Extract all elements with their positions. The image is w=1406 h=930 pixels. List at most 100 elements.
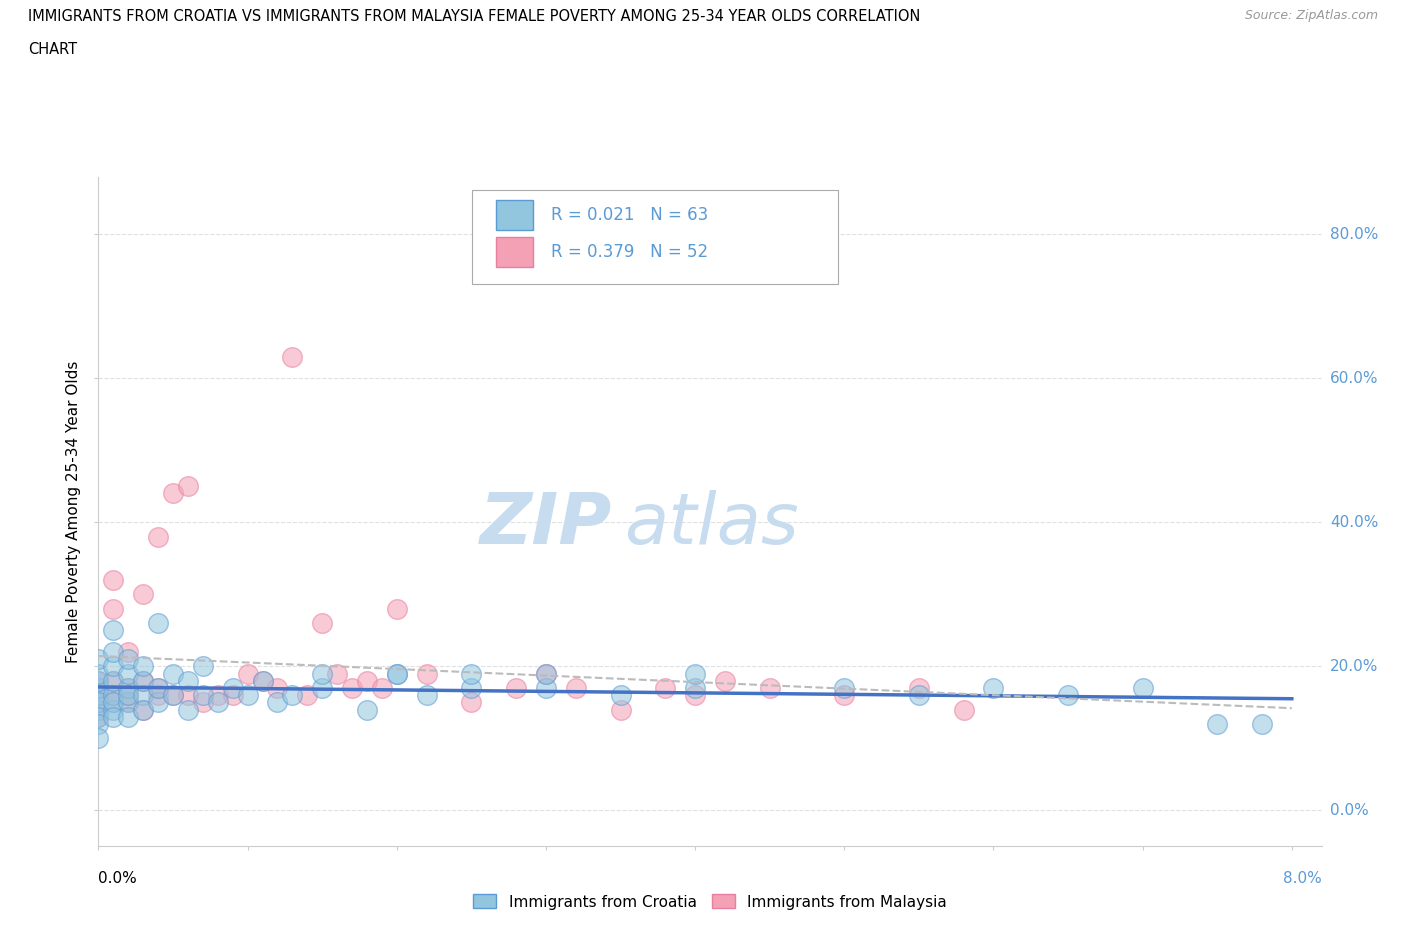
Point xyxy=(505,681,527,696)
Point xyxy=(758,681,780,696)
Point xyxy=(103,573,125,588)
FancyBboxPatch shape xyxy=(496,200,533,231)
Point xyxy=(714,673,737,688)
Point xyxy=(132,687,155,702)
Text: 20.0%: 20.0% xyxy=(1330,658,1378,674)
Point xyxy=(311,666,333,681)
Text: 8.0%: 8.0% xyxy=(1282,871,1322,886)
Point xyxy=(146,616,169,631)
Point xyxy=(87,695,110,710)
Point xyxy=(87,666,110,681)
Point xyxy=(1057,687,1080,702)
Point xyxy=(252,673,274,688)
Point xyxy=(87,652,110,667)
Point xyxy=(132,658,155,673)
Point xyxy=(1251,716,1274,731)
Point xyxy=(103,702,125,717)
Point xyxy=(103,623,125,638)
Point xyxy=(415,666,437,681)
Point xyxy=(146,695,169,710)
Text: atlas: atlas xyxy=(624,490,799,559)
Point xyxy=(281,687,304,702)
Point xyxy=(340,681,363,696)
Point xyxy=(534,666,557,681)
Point xyxy=(146,529,169,544)
Point xyxy=(609,687,631,702)
Text: 60.0%: 60.0% xyxy=(1330,371,1378,386)
Point xyxy=(87,687,110,702)
Point xyxy=(87,710,110,724)
Text: ZIP: ZIP xyxy=(479,490,612,559)
Point xyxy=(385,666,408,681)
Point xyxy=(146,681,169,696)
Text: IMMIGRANTS FROM CROATIA VS IMMIGRANTS FROM MALAYSIA FEMALE POVERTY AMONG 25-34 Y: IMMIGRANTS FROM CROATIA VS IMMIGRANTS FR… xyxy=(28,9,921,24)
Point xyxy=(952,702,974,717)
Point xyxy=(311,616,333,631)
Point xyxy=(252,673,274,688)
Point xyxy=(356,673,378,688)
Text: CHART: CHART xyxy=(28,42,77,57)
Point xyxy=(117,695,139,710)
Point xyxy=(87,687,110,702)
Point xyxy=(908,687,931,702)
Point xyxy=(87,681,110,696)
Point xyxy=(281,350,304,365)
Point xyxy=(236,666,259,681)
Point xyxy=(460,695,482,710)
Point xyxy=(565,681,588,696)
Point xyxy=(87,716,110,731)
Text: 40.0%: 40.0% xyxy=(1330,515,1378,530)
Point xyxy=(87,702,110,717)
Text: Source: ZipAtlas.com: Source: ZipAtlas.com xyxy=(1244,9,1378,22)
Point xyxy=(191,658,214,673)
Point xyxy=(460,666,482,681)
Point xyxy=(654,681,676,696)
Point xyxy=(1132,681,1154,696)
Point xyxy=(534,666,557,681)
Point xyxy=(87,673,110,688)
Point xyxy=(146,681,169,696)
Point xyxy=(87,710,110,724)
Point xyxy=(103,695,125,710)
Point xyxy=(385,602,408,617)
Point xyxy=(832,687,855,702)
Point xyxy=(117,695,139,710)
Point xyxy=(103,687,125,702)
Point xyxy=(683,681,706,696)
Point xyxy=(117,710,139,724)
Point xyxy=(132,702,155,717)
Point xyxy=(236,687,259,702)
Point xyxy=(117,687,139,702)
Point xyxy=(103,658,125,673)
Point xyxy=(207,687,229,702)
FancyBboxPatch shape xyxy=(471,190,838,284)
Point xyxy=(117,644,139,659)
Point xyxy=(221,687,243,702)
Point xyxy=(177,479,200,494)
Point xyxy=(356,702,378,717)
Point xyxy=(832,681,855,696)
Point xyxy=(103,710,125,724)
Point xyxy=(177,702,200,717)
Point xyxy=(146,687,169,702)
Point xyxy=(117,681,139,696)
Point xyxy=(162,687,184,702)
Point xyxy=(87,681,110,696)
Y-axis label: Female Poverty Among 25-34 Year Olds: Female Poverty Among 25-34 Year Olds xyxy=(66,360,82,663)
Point xyxy=(132,702,155,717)
Point xyxy=(983,681,1005,696)
Point xyxy=(103,687,125,702)
Point xyxy=(117,687,139,702)
Point xyxy=(460,681,482,696)
Point xyxy=(103,644,125,659)
Point xyxy=(87,702,110,717)
Legend: Immigrants from Croatia, Immigrants from Malaysia: Immigrants from Croatia, Immigrants from… xyxy=(467,888,953,916)
Text: 80.0%: 80.0% xyxy=(1330,227,1378,242)
Point xyxy=(103,673,125,688)
Point xyxy=(132,587,155,602)
Text: 0.0%: 0.0% xyxy=(1330,803,1368,817)
Point xyxy=(207,695,229,710)
Point xyxy=(132,673,155,688)
Point xyxy=(221,681,243,696)
Point xyxy=(266,681,288,696)
